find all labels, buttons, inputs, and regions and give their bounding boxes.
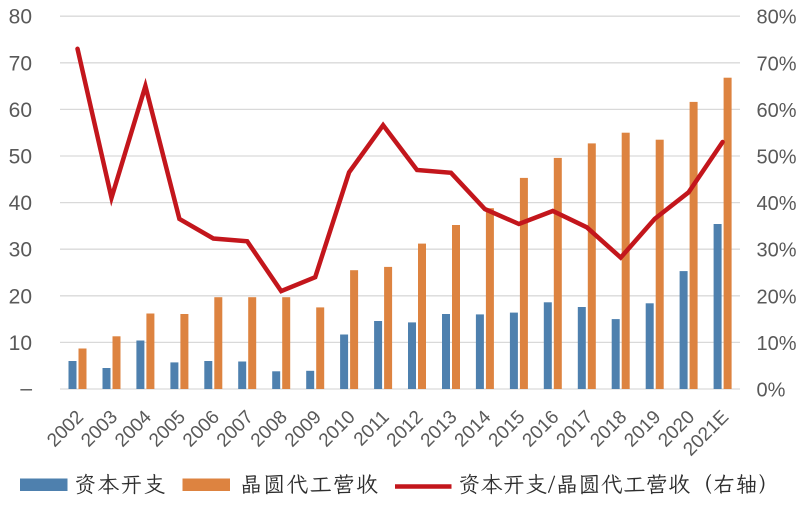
svg-text:40: 40 <box>9 192 32 215</box>
svg-text:60%: 60% <box>757 100 797 122</box>
svg-text:50%: 50% <box>757 147 797 169</box>
svg-text:–: – <box>20 377 32 400</box>
svg-text:80: 80 <box>9 6 32 29</box>
svg-text:20%: 20% <box>757 286 797 308</box>
svg-text:10%: 10% <box>757 333 797 355</box>
svg-text:10: 10 <box>9 332 32 355</box>
svg-text:80%: 80% <box>757 7 797 29</box>
svg-text:70%: 70% <box>757 53 797 75</box>
svg-text:30%: 30% <box>757 240 797 262</box>
svg-text:20: 20 <box>9 285 32 308</box>
svg-text:70: 70 <box>9 52 32 75</box>
svg-text:30: 30 <box>9 239 32 262</box>
svg-text:60: 60 <box>9 99 32 122</box>
svg-text:40%: 40% <box>757 193 797 215</box>
svg-text:50: 50 <box>9 146 32 169</box>
svg-text:0%: 0% <box>757 380 786 402</box>
